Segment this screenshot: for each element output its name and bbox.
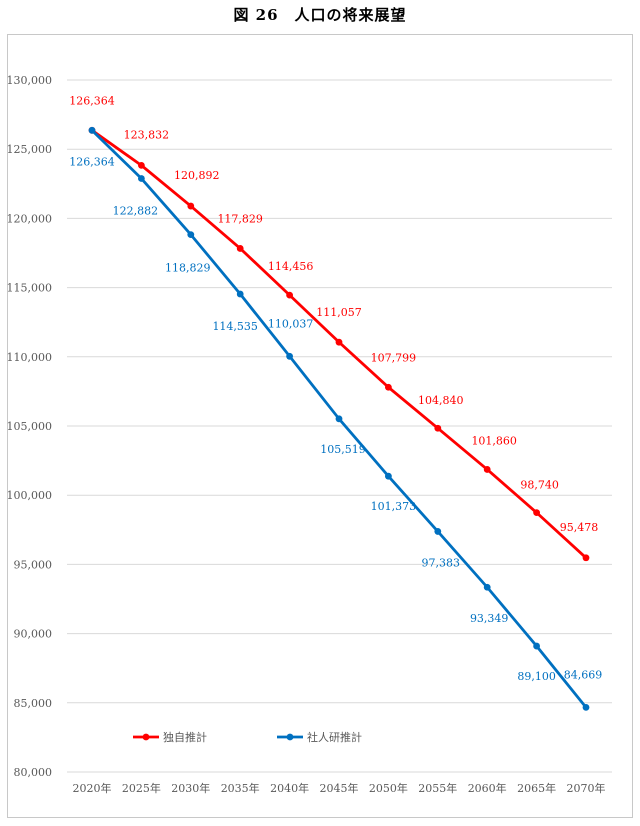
data-labels: 126,364 123,832 120,892 117,829 114,456 111,0… [69,94,602,683]
data-point [138,175,145,182]
data-label: 114,535 [212,320,258,333]
data-point [385,472,392,480]
data-label: 98,740 [520,479,559,492]
data-point [187,231,195,239]
y-tick-label: 130,000 [7,74,53,87]
data-label: 95,478 [560,521,599,534]
data-point [582,703,590,711]
data-point [582,554,590,562]
data-point [286,291,293,299]
data-point [286,352,293,360]
data-label: 89,100 [517,670,556,683]
data-point [385,383,392,391]
legend-label: 独自推計 [163,730,207,744]
y-tick-label: 85,000 [14,697,53,710]
y-tick-label: 95,000 [14,558,53,571]
data-label: 126,364 [69,155,115,168]
x-tick-label: 2025年 [122,781,161,795]
y-tick-label: 115,000 [7,282,53,295]
data-label: 110,037 [268,317,314,330]
data-label: 93,349 [470,612,509,625]
x-tick-label: 2045年 [320,781,359,795]
data-label: 123,832 [124,128,170,141]
data-point [434,424,442,432]
y-tick-label: 105,000 [7,420,53,433]
y-axis: 80,000 85,000 90,000 95,000 100,000 105,000 11… [7,74,53,779]
data-label: 118,829 [165,262,211,275]
data-label: 84,669 [564,668,603,681]
x-tick-label: 2055年 [418,781,457,795]
x-tick-label: 2035年 [221,781,260,795]
y-tick-label: 110,000 [7,351,53,364]
data-label: 114,456 [268,260,314,273]
data-label: 97,383 [422,556,461,569]
data-label: 101,373 [371,500,417,513]
data-label: 126,364 [69,94,115,107]
y-tick-label: 125,000 [7,143,53,156]
y-tick-label: 100,000 [7,489,53,502]
data-point [236,290,244,298]
data-label: 117,829 [217,212,263,225]
x-tick-label: 2050年 [369,781,408,795]
data-point [533,509,540,517]
data-label: 111,057 [316,306,362,319]
x-tick-label: 2030年 [171,781,210,795]
legend: 独自推計 社人研推計 [133,730,362,744]
x-tick-label: 2060年 [468,781,507,795]
data-point [236,245,244,252]
data-point [138,161,145,169]
data-label: 101,860 [471,434,517,447]
x-tick-label: 2065年 [517,781,556,795]
data-point [483,466,491,473]
legend-marker [142,733,150,741]
data-point [533,642,540,650]
data-point [187,202,195,210]
y-tick-label: 120,000 [7,212,53,225]
data-label: 120,892 [174,169,220,182]
chart-frame [7,34,633,818]
data-point [335,338,343,346]
data-label: 107,799 [371,351,417,364]
data-label: 104,840 [418,394,464,407]
legend-marker [286,733,294,741]
data-label: 105,519 [320,443,366,456]
x-axis: 2020年 2025年 2030年 2035年 2040年 2045年 2050年 2055年… [73,781,606,795]
series-group [88,126,590,711]
data-label: 122,882 [113,205,159,218]
legend-label: 社人研推計 [307,730,362,744]
y-tick-label: 90,000 [14,628,53,641]
data-point [335,415,343,423]
x-tick-label: 2070年 [567,781,606,795]
y-tick-label: 80,000 [14,766,53,779]
data-point [434,528,442,535]
data-point [483,583,491,591]
data-point [88,126,96,134]
x-tick-label: 2020年 [73,781,112,795]
page-title: 図 26 人口の将来展望 [233,6,407,24]
gridlines [67,79,612,773]
x-tick-label: 2040年 [270,781,309,795]
